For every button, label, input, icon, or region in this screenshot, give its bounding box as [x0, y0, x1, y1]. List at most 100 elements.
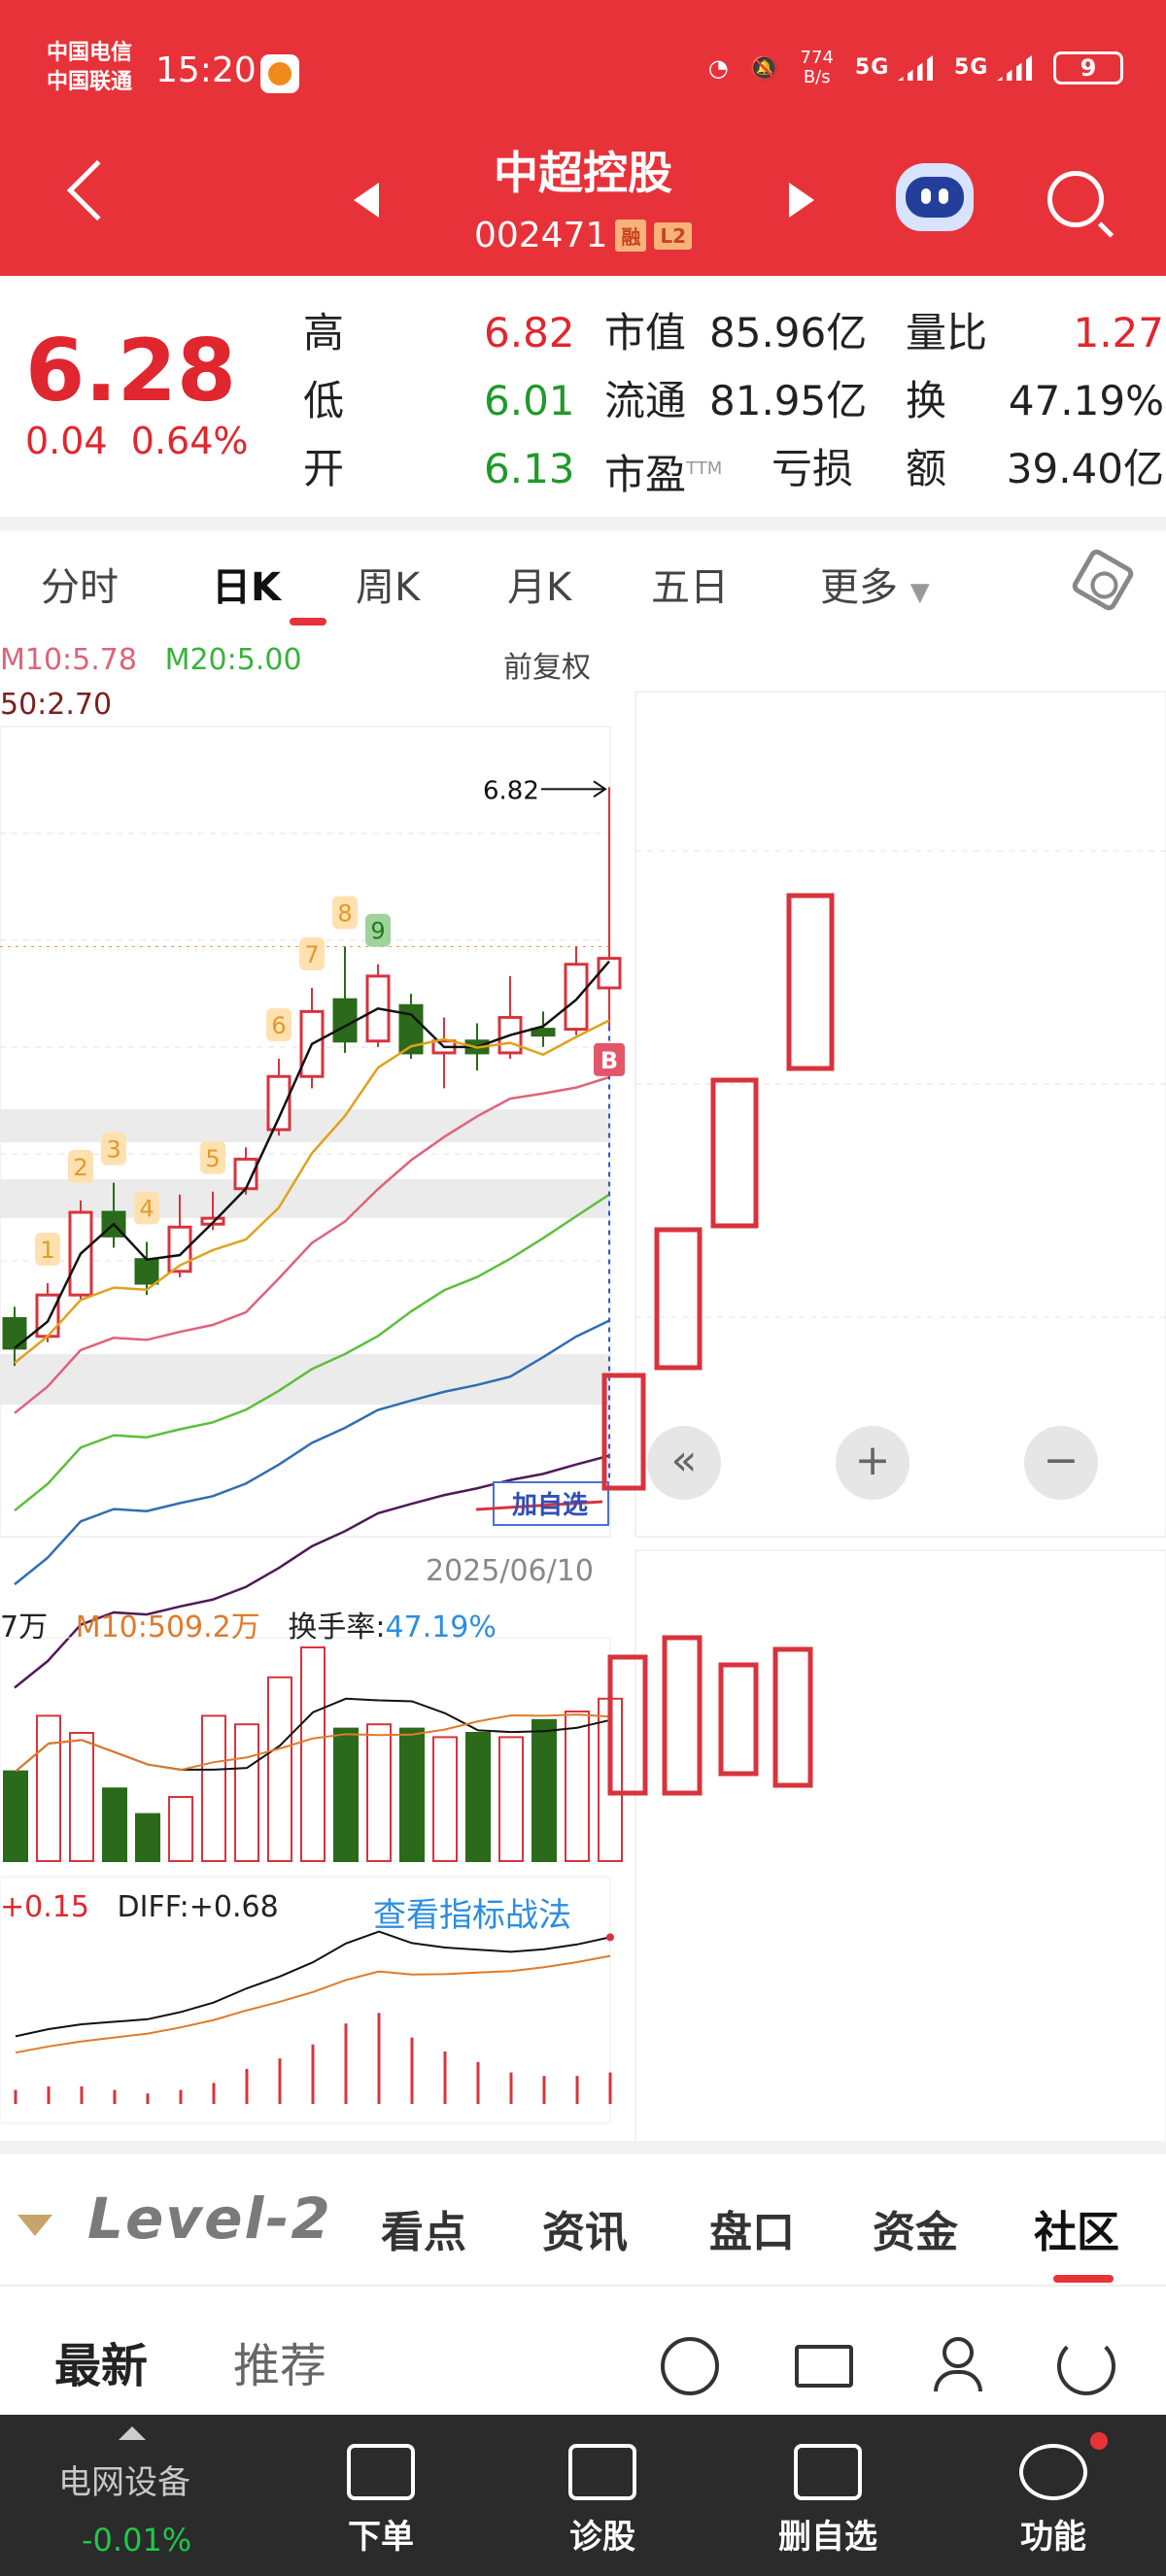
candle-box — [786, 893, 835, 1071]
stock-name: 中超控股 — [494, 147, 672, 199]
stock-code-row: 002471 融 L2 — [369, 216, 797, 255]
order-button[interactable]: 下单 — [303, 2415, 459, 2558]
seq-label: 3 — [106, 1136, 120, 1164]
quote-labels-3: 量比 换 额 — [906, 299, 987, 503]
index-name[interactable]: 电网设备 — [58, 2463, 190, 2502]
search-icon[interactable] — [1047, 171, 1104, 227]
macd-legend: +0.15 DIFF:+0.68 — [0, 1890, 279, 1924]
carrier-2: 中国联通 — [47, 70, 133, 94]
robot-assistant-icon[interactable] — [896, 163, 974, 231]
carrier-1: 中国电信 — [47, 41, 133, 65]
mcap-value: 85.96亿 — [709, 309, 868, 356]
high-price-label: 6.82 — [483, 776, 539, 805]
section-divider — [0, 2141, 1166, 2154]
tab-orderbook[interactable]: 盘口 — [709, 2208, 795, 2257]
pe-value: 亏损 — [772, 445, 854, 492]
status-bar: 中国电信 中国联通 15:20 ◔ 🔕 774 B/s 5G 5G 9 — [0, 39, 1166, 107]
remove-watchlist-button[interactable]: 删自选 — [750, 2415, 906, 2558]
clock: 15:20 — [155, 51, 257, 90]
quote-labels-2: 市值 流通 市盈TTM — [604, 299, 722, 503]
seq-label-bg — [266, 1008, 292, 1041]
index-change: -0.01% — [82, 2522, 192, 2559]
seq-label: 9 — [370, 918, 385, 945]
macd-current-dot — [606, 1933, 614, 1942]
net-speed-unit: B/s — [803, 67, 831, 87]
post-icon[interactable] — [661, 2337, 719, 2395]
info-tabs: Level-2 看点 资讯 盘口 资金 社区 — [0, 2152, 1166, 2285]
section-divider — [0, 517, 1166, 530]
volume-bar — [234, 1723, 259, 1862]
refresh-icon[interactable] — [1057, 2337, 1115, 2395]
candle-body — [266, 1074, 292, 1132]
seq-label-bg — [332, 896, 358, 930]
support-band — [0, 1109, 610, 1142]
zoom-out-button[interactable]: − — [1024, 1426, 1098, 1500]
macd-dea: +0.15 — [0, 1890, 89, 1924]
ma120-line — [14, 1454, 610, 1689]
ma10-line — [14, 1019, 610, 1365]
volume-legend: 7万 M10:509.2万 换手率:47.19% — [0, 1603, 497, 1645]
tab-daily-k[interactable]: 日K — [212, 565, 281, 610]
status-icons: ◔ 🔕 774 B/s 5G 5G 9 — [708, 49, 1123, 87]
buy-marker-bg — [594, 1042, 625, 1076]
volume-box — [772, 1646, 813, 1788]
seq-label: 5 — [205, 1145, 220, 1172]
signal-2: 5G — [954, 55, 1032, 81]
diamond-icon — [17, 2215, 52, 2236]
float-label: 流通 — [604, 377, 687, 424]
volume-bar — [36, 1714, 61, 1863]
tab-five-day[interactable]: 五日 — [651, 565, 729, 610]
stock-code: 002471 — [473, 216, 608, 255]
feed-bar: 最新 推荐 — [0, 2285, 1166, 2415]
quote-values-1: 6.82 6.01 6.13 — [484, 299, 575, 503]
amount-label: 额 — [906, 445, 947, 492]
tab-weekly-k[interactable]: 周K — [356, 565, 421, 610]
prev-stock-icon[interactable] — [354, 183, 379, 218]
turnover-rate-value: 47.19% — [385, 1610, 497, 1644]
tab-news[interactable]: 资讯 — [542, 2208, 628, 2257]
mute-bell-icon: 🔕 — [749, 54, 779, 82]
user-icon[interactable] — [929, 2337, 987, 2395]
next-stock-icon[interactable] — [789, 183, 814, 218]
seq-label-bg — [200, 1140, 225, 1174]
tab-community[interactable]: 社区 — [1034, 2208, 1119, 2257]
scroll-left-button[interactable]: « — [647, 1426, 721, 1500]
back-arrow-icon[interactable] — [66, 159, 128, 221]
change-value: 0.04 — [25, 420, 108, 462]
seq-label-bg — [68, 1149, 93, 1183]
float-value: 81.95亿 — [709, 377, 868, 424]
tab-funds[interactable]: 资金 — [873, 2208, 958, 2257]
macd-strategy-link[interactable]: 查看指标战法 — [373, 1896, 571, 1935]
seq-label: 2 — [73, 1154, 87, 1181]
tab-intraday[interactable]: 分时 — [41, 565, 119, 610]
tab-more[interactable]: 更多 ▼ — [820, 565, 930, 610]
zoom-in-button[interactable]: + — [836, 1426, 909, 1500]
tab-highlights[interactable]: 看点 — [381, 2208, 466, 2257]
tab-latest[interactable]: 最新 — [54, 2339, 149, 2393]
level2-tag: L2 — [654, 221, 693, 250]
add-watch-strike — [475, 1500, 603, 1511]
tab-recommended[interactable]: 推荐 — [233, 2339, 327, 2393]
diagnose-button[interactable]: 诊股 — [525, 2415, 680, 2558]
active-tab-indicator — [290, 618, 326, 626]
dropdown-caret-icon: ▼ — [909, 578, 930, 607]
vol-m5-label: 7万 — [0, 1610, 49, 1644]
candle-box — [710, 1077, 759, 1229]
seq-label: 4 — [139, 1195, 154, 1222]
adjust-toggle[interactable]: 前复权 — [503, 651, 591, 685]
volume-bar — [498, 1736, 524, 1863]
tab-level2[interactable]: Level-2 — [87, 2186, 332, 2252]
volume-bar — [3, 1770, 28, 1862]
volume-bar — [333, 1727, 359, 1862]
tab-monthly-k[interactable]: 月K — [507, 565, 572, 610]
expand-caret-icon[interactable] — [119, 2426, 146, 2440]
support-band — [0, 1354, 610, 1405]
functions-button[interactable]: 功能 — [976, 2415, 1131, 2558]
macd-frame — [0, 1876, 611, 2124]
ma5-line — [14, 960, 610, 1349]
current-price: 6.28 — [25, 321, 237, 421]
quote-values-3: 1.27 47.19% 39.40亿 — [1007, 299, 1164, 503]
mail-icon[interactable] — [795, 2345, 853, 2388]
